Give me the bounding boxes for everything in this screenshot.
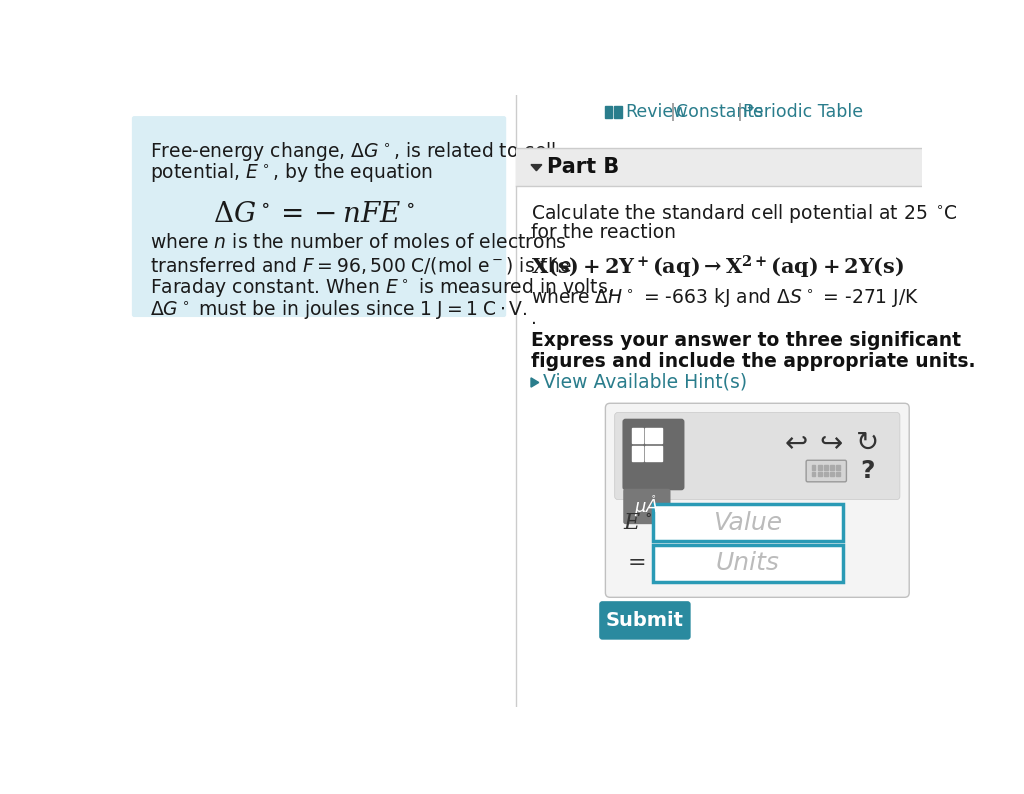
Text: Units: Units [716,552,779,576]
Polygon shape [531,378,539,387]
Text: |: | [736,103,742,121]
Text: transferred and $F = 96,500\;\mathrm{C/(mol\;e^-)}$ is the: transferred and $F = 96,500\;\mathrm{C/(… [150,255,571,276]
Bar [824,464,827,469]
Text: $\Delta G^\circ = -nFE^\circ$: $\Delta G^\circ = -nFE^\circ$ [213,200,415,228]
Text: Periodic Table: Periodic Table [742,103,862,121]
Bar [830,472,834,476]
FancyBboxPatch shape [605,403,909,597]
Text: ?: ? [860,459,874,483]
FancyBboxPatch shape [806,461,847,482]
Text: |: | [670,103,676,121]
Text: Part B: Part B [547,157,620,177]
Bar [645,428,662,443]
Bar [830,464,834,469]
Bar [824,472,827,476]
Text: where $n$ is the number of moles of electrons: where $n$ is the number of moles of elec… [150,233,566,252]
Text: Free-energy change, $\Delta G^\circ$, is related to cell: Free-energy change, $\Delta G^\circ$, is… [150,140,556,163]
Bar [818,472,821,476]
Text: .: . [531,310,537,329]
Bar [837,472,841,476]
Text: $\Delta G^\circ$ must be in joules since $1\;\mathrm{J} = 1\;\mathrm{C \cdot V}$: $\Delta G^\circ$ must be in joules since… [150,298,527,321]
Bar [818,464,821,469]
Bar [632,428,643,443]
Bar [614,106,622,118]
Bar [812,472,815,476]
Text: $\mathbf{X(s) + 2Y^+(aq){\rightarrow}X^{2+}(aq) + 2Y(s)}$: $\mathbf{X(s) + 2Y^+(aq){\rightarrow}X^{… [531,254,904,281]
Text: Faraday constant. When $E^\circ$ is measured in volts,: Faraday constant. When $E^\circ$ is meas… [150,276,613,299]
Text: Review: Review [625,103,687,121]
Text: potential, $E^\circ$, by the equation: potential, $E^\circ$, by the equation [150,161,433,184]
FancyBboxPatch shape [614,413,900,499]
Bar [812,464,815,469]
Polygon shape [531,164,542,171]
Text: View Available Hint(s): View Available Hint(s) [543,373,746,392]
Text: ↪: ↪ [819,429,843,457]
Text: figures and include the appropriate units.: figures and include the appropriate unit… [531,353,976,372]
Bar [632,445,643,461]
Text: Constants: Constants [676,103,763,121]
FancyBboxPatch shape [652,545,843,582]
Text: Calculate the standard cell potential at 25 $^\circ\!$C: Calculate the standard cell potential at… [531,202,958,225]
Text: Value: Value [713,511,782,534]
Text: Express your answer to three significant: Express your answer to three significant [531,331,961,350]
FancyBboxPatch shape [623,418,684,490]
Text: ↻: ↻ [856,429,879,457]
Bar [645,445,662,461]
Text: $E^\circ$: $E^\circ$ [623,513,651,533]
Text: Submit: Submit [606,611,684,630]
Text: for the reaction: for the reaction [531,223,676,242]
Bar [837,464,841,469]
Bar [515,148,922,186]
Text: =: = [628,553,646,573]
Text: ↩: ↩ [784,429,808,457]
FancyBboxPatch shape [624,489,671,524]
FancyBboxPatch shape [652,504,843,541]
Bar [604,106,612,118]
FancyBboxPatch shape [599,601,690,640]
Text: where $\Delta H^\circ$ = -663 kJ and $\Delta S^\circ$ = -271 J/K: where $\Delta H^\circ$ = -663 kJ and $\D… [531,287,920,309]
Text: $\mu\mathring{A}$: $\mu\mathring{A}$ [635,494,659,519]
FancyBboxPatch shape [132,116,506,317]
